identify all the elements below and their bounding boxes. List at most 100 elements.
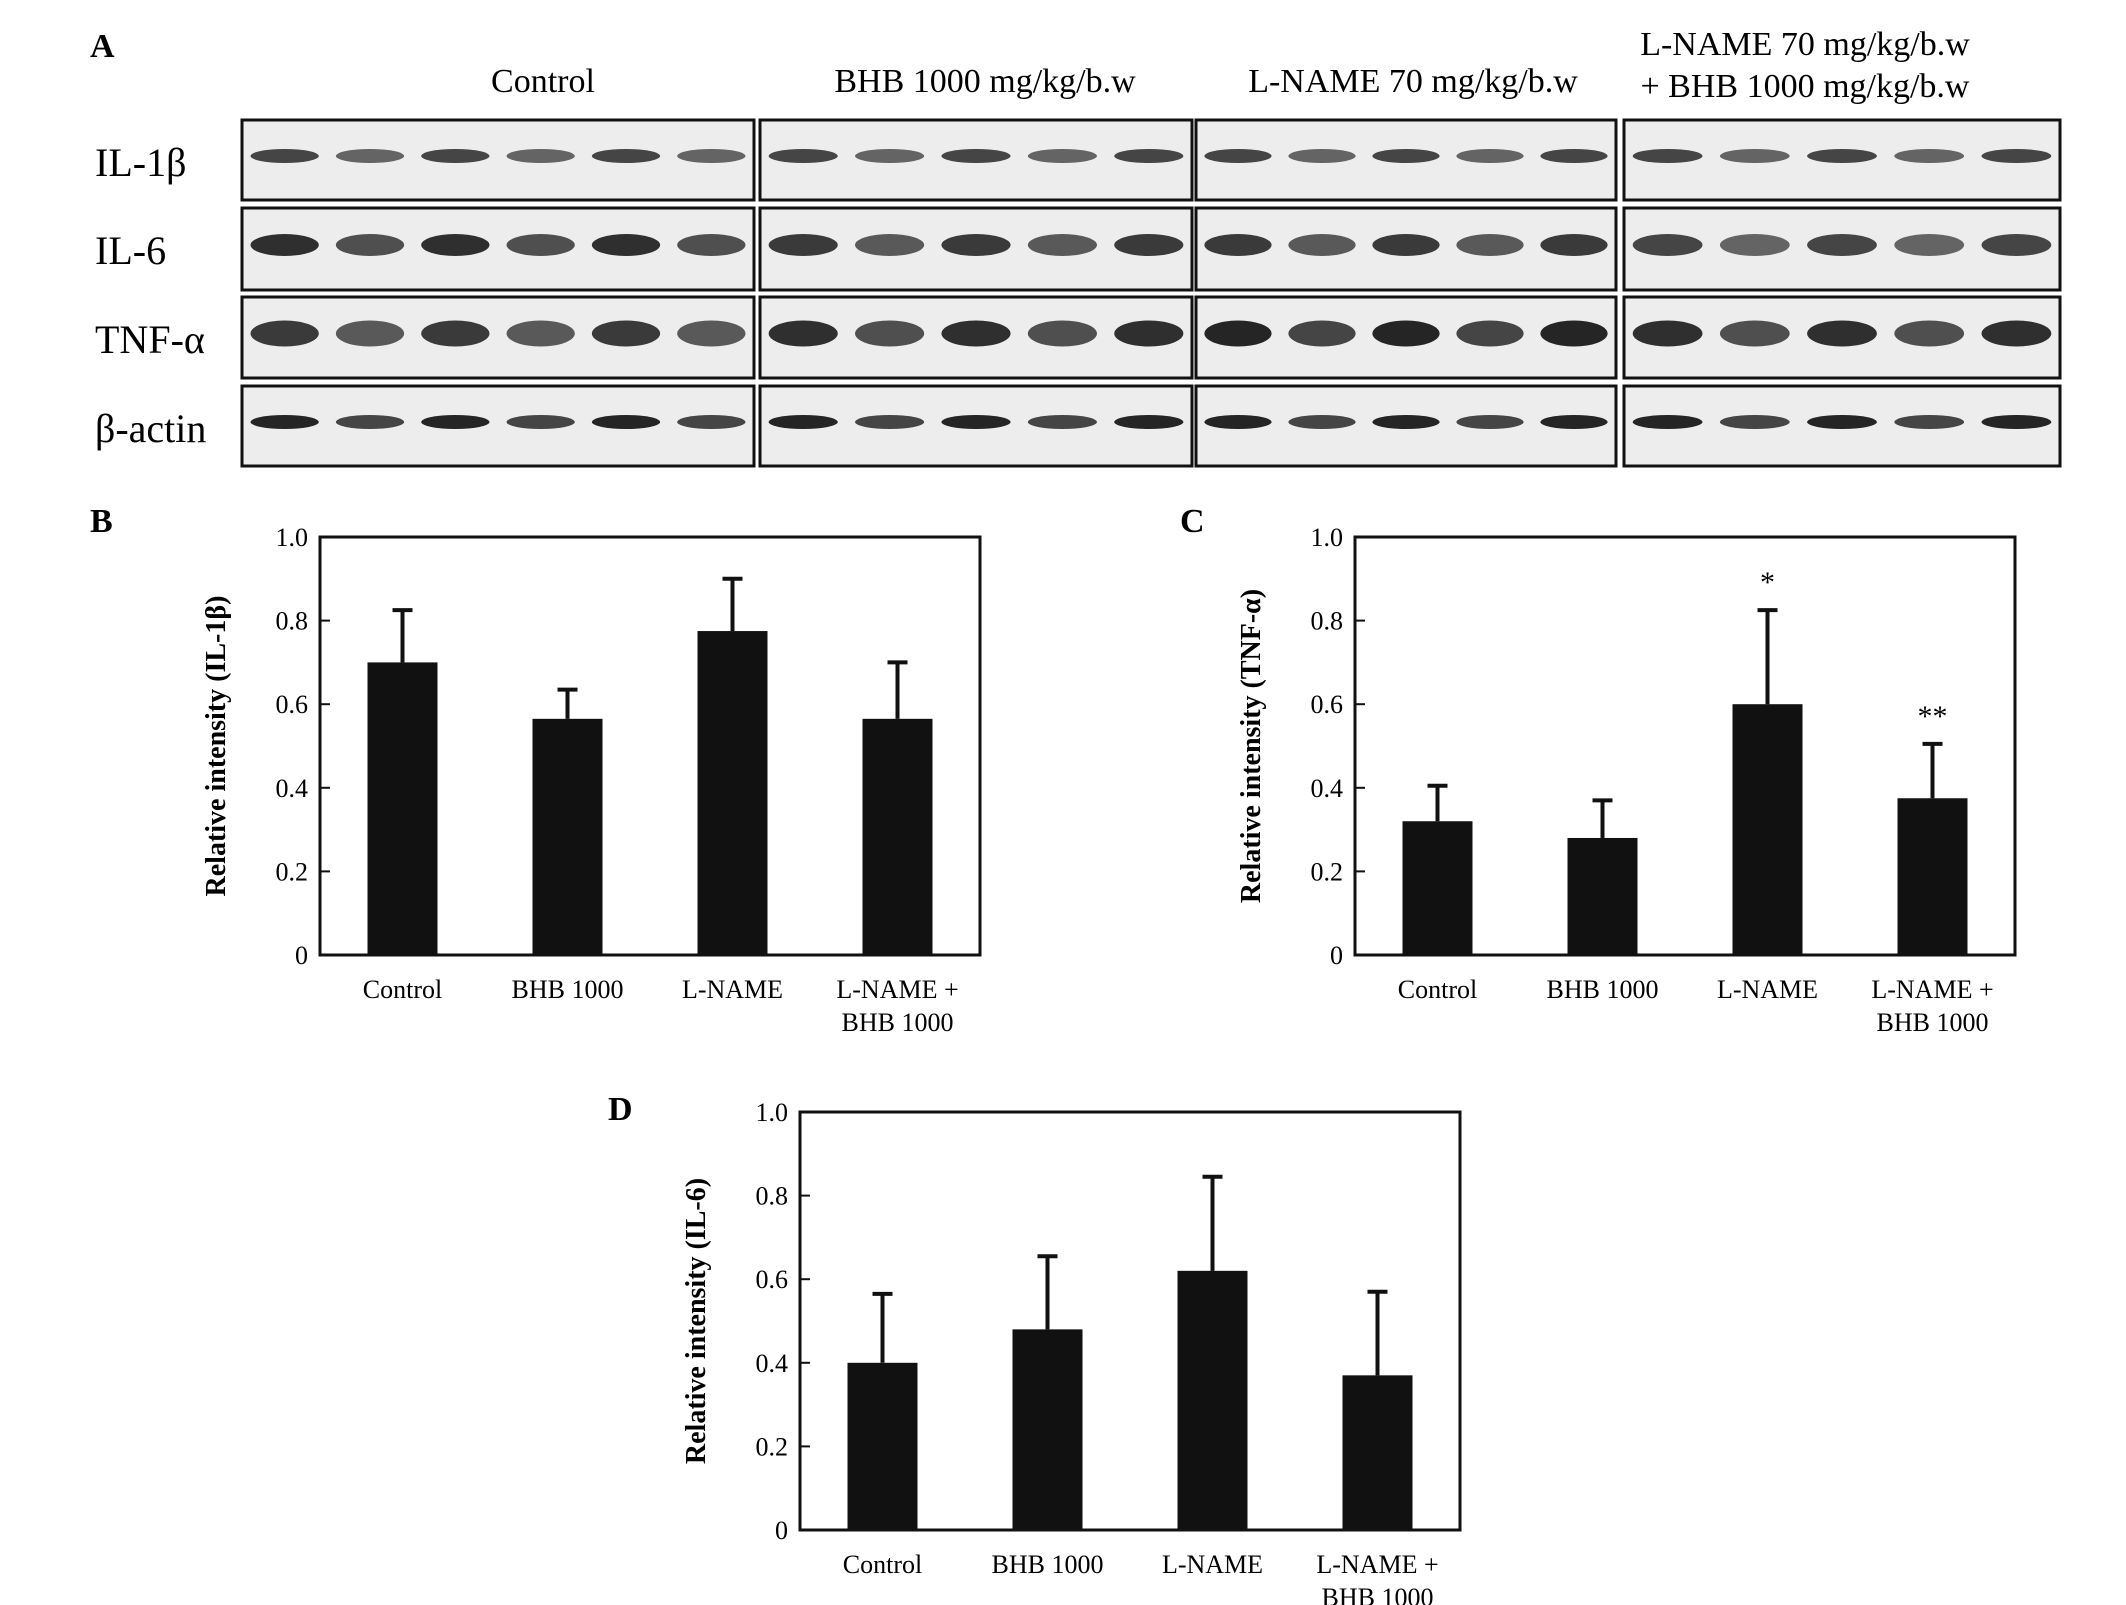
blot-band (1456, 149, 1524, 163)
blot-band (335, 320, 405, 347)
x-category-label: L-NAME (1717, 975, 1818, 1004)
y-tick-label: 1.0 (756, 1098, 789, 1127)
blot-band (1288, 234, 1356, 256)
blot-band (1981, 149, 2052, 163)
bar-chart-il1b: 0 0.2 0.4 0.6 0.8 1.0 Relative intensity (IL-1… (201, 523, 982, 1037)
bar (1732, 704, 1803, 955)
y-tick-label: 0 (775, 1516, 788, 1545)
blot-panel (240, 384, 756, 468)
blot-band (591, 149, 661, 163)
bar (1567, 837, 1638, 955)
blot-band (1540, 234, 1608, 256)
blot-band (941, 320, 1011, 347)
plot-frame (1353, 535, 2017, 957)
blot-band (1719, 234, 1790, 256)
x-category-label: BHB 1000 (1877, 1008, 1989, 1037)
panel-label-b: B (90, 503, 113, 540)
blot-row-label: IL-6 (95, 228, 166, 273)
y-tick-label: 0 (295, 941, 308, 970)
significance-marker: ** (1918, 700, 1948, 733)
blot-band (855, 234, 925, 256)
y-tick-label: 0.2 (1311, 857, 1344, 886)
y-axis-label: Relative intensity (IL-1β) (201, 596, 232, 897)
blot-band (1114, 415, 1184, 429)
blot-band (941, 415, 1011, 429)
blot-band (1204, 234, 1272, 256)
blot-band (506, 234, 575, 256)
y-tick-label: 0.8 (1311, 607, 1344, 636)
y-tick-label: 0.2 (276, 857, 309, 886)
y-tick-label: 1.0 (1311, 523, 1344, 552)
blot-band (1719, 149, 1790, 163)
x-category-label: L-NAME + (1871, 975, 1993, 1004)
blot-band (1632, 149, 1703, 163)
blot-band (1288, 149, 1356, 163)
blot-band (1456, 320, 1524, 347)
y-tick-label: 0.8 (756, 1182, 789, 1211)
y-tick-label: 1.0 (276, 523, 309, 552)
blot-band (677, 149, 746, 163)
x-category-label: BHB 1000 (512, 975, 624, 1004)
blot-band (1027, 320, 1097, 347)
blot-band (1372, 149, 1440, 163)
significance-marker: * (1760, 566, 1775, 599)
y-tick-label: 0 (1330, 941, 1343, 970)
x-category-label: BHB 1000 (992, 1550, 1104, 1579)
blot-band (1632, 415, 1703, 429)
blot-panel (240, 206, 756, 292)
blot-band (421, 320, 490, 347)
bar (697, 631, 768, 955)
blot-band (335, 149, 405, 163)
y-tick-label: 0.4 (276, 774, 309, 803)
blot-band (1114, 234, 1184, 256)
blot-band (1894, 234, 1965, 256)
y-tick-label: 0.4 (1311, 774, 1344, 803)
y-tick-label: 0.6 (756, 1265, 789, 1294)
blot-band (1372, 415, 1440, 429)
bar (532, 718, 603, 955)
blot-band (250, 149, 319, 163)
blot-band (1807, 234, 1877, 256)
blot-band (941, 234, 1011, 256)
blot-band (768, 149, 838, 163)
blot-band (677, 234, 746, 256)
blot-band (1372, 234, 1440, 256)
blot-band (1981, 234, 2052, 256)
blot-band (1632, 320, 1703, 347)
blot-panel (240, 295, 756, 380)
x-category-label: Control (843, 1550, 922, 1579)
blot-band (1204, 320, 1272, 347)
blot-band (1204, 149, 1272, 163)
blot-band (506, 149, 575, 163)
x-category-label: L-NAME (1162, 1550, 1263, 1579)
x-category-label: BHB 1000 (1547, 975, 1659, 1004)
blot-group-label: BHB 1000 mg/kg/b.w (834, 63, 1136, 100)
blot-band (1288, 415, 1356, 429)
y-tick-label: 0.6 (1311, 690, 1344, 719)
bar (1177, 1270, 1248, 1530)
blot-band (250, 234, 319, 256)
y-axis-label: Relative intensity (IL-6) (681, 1178, 712, 1464)
x-category-label: BHB 1000 (842, 1008, 954, 1037)
blot-band (1114, 320, 1184, 347)
blot-band (1288, 320, 1356, 347)
bar (1402, 821, 1473, 955)
blot-band (677, 415, 746, 429)
blot-band (768, 415, 838, 429)
y-tick-label: 0.6 (276, 690, 309, 719)
bar-chart-tnfa: 0 0.2 0.4 0.6 0.8 1.0 Relative intensity (TNF-… (1236, 523, 2017, 1037)
western-blot: Control BHB 1000 mg/kg/b.w L-NAME 70 mg/kg… (95, 26, 2062, 468)
blot-band (421, 234, 490, 256)
blot-band (421, 149, 490, 163)
bar (862, 718, 933, 955)
blot-band (591, 415, 661, 429)
y-axis-label: Relative intensity (TNF-α) (1236, 589, 1267, 903)
blot-band (1894, 320, 1965, 347)
blot-band (941, 149, 1011, 163)
panel-label-d: D (608, 1091, 633, 1128)
blot-band (1540, 320, 1608, 347)
y-tick-label: 0.4 (756, 1349, 789, 1378)
plot-frame (798, 1110, 1462, 1532)
blot-band (335, 234, 405, 256)
